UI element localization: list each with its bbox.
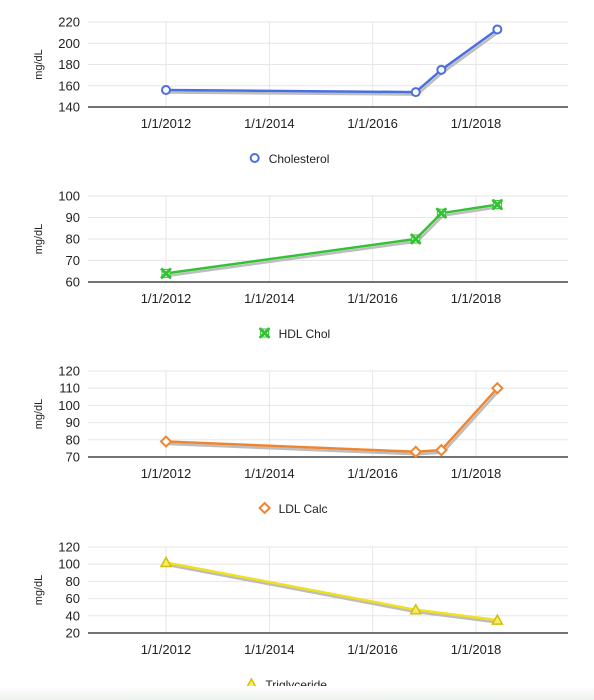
y-tick-label: 180 [58, 57, 80, 72]
y-tick-label: 70 [66, 253, 80, 268]
x-tick-label: 1/1/2014 [244, 116, 295, 131]
x-tick-label: 1/1/2014 [244, 642, 295, 657]
chart-panel-4: 20 40 60 80 100 120 1/1/2012 1/1/2014 1/1/2016 1/… [33, 540, 568, 692]
series-line [165, 203, 498, 275]
y-tick-label: 140 [58, 100, 80, 115]
legend: LDL Calc [258, 501, 328, 516]
y-tick-label: 100 [58, 398, 80, 413]
y-tick-label: 60 [66, 591, 80, 606]
y-tick-label: 80 [66, 574, 80, 589]
x-tick-label: 1/1/2016 [347, 291, 398, 306]
data-point [160, 267, 172, 279]
y-tick-label: 200 [58, 36, 80, 51]
data-point [491, 199, 503, 211]
data-point [436, 64, 447, 75]
legend: Cholesterol [249, 152, 330, 166]
data-point [161, 85, 171, 95]
x-tick-label: 1/1/2012 [141, 466, 192, 481]
legend-label: HDL Chol [279, 327, 331, 341]
series-line [165, 387, 499, 454]
legend-label: Cholesterol [269, 152, 330, 166]
y-tick-label: 220 [58, 15, 80, 30]
y-tick-label: 80 [66, 432, 80, 447]
chart-panel-1: 140 160 180 200 220 1/1/2012 1/1/2014 1/1/2016 1… [33, 15, 568, 166]
y-axis-label: mg/dL [33, 49, 45, 80]
y-tick-label: 100 [58, 189, 80, 204]
x-tick-label: 1/1/2012 [141, 116, 192, 131]
x-tick-label: 1/1/2012 [141, 642, 192, 657]
data-point [410, 233, 422, 245]
chart-panel-3: 70 80 90 100 110 120 1/1/2012 1/1/2014 1/1/2016 1… [33, 364, 568, 516]
series-line-shadow [167, 389, 500, 456]
series-line [165, 28, 499, 94]
y-axis-label: mg/dL [33, 224, 45, 255]
x-tick-label: 1/1/2012 [141, 291, 192, 306]
x-tick-label: 1/1/2018 [451, 116, 502, 131]
x-tick-label: 1/1/2018 [451, 642, 502, 657]
y-tick-label: 120 [58, 364, 80, 379]
data-point [435, 207, 447, 219]
y-tick-label: 100 [58, 557, 80, 572]
x-tick-label: 1/1/2018 [451, 291, 502, 306]
data-point [410, 87, 421, 98]
y-tick-label: 40 [66, 608, 80, 623]
series-line [165, 561, 498, 622]
y-tick-label: 110 [59, 381, 80, 396]
data-point [409, 445, 423, 459]
y-tick-label: 70 [66, 450, 80, 465]
data-point [492, 24, 503, 35]
data-point [434, 443, 448, 457]
x-tick-label: 1/1/2014 [244, 466, 295, 481]
legend-label: LDL Calc [279, 502, 328, 516]
y-tick-label: 60 [66, 275, 80, 290]
bottom-fade [0, 686, 594, 700]
data-point [159, 435, 173, 448]
data-point [409, 603, 423, 615]
data-point [159, 555, 173, 568]
y-axis-label: mg/dL [33, 575, 45, 606]
x-tick-label: 1/1/2014 [244, 291, 295, 306]
legend: HDL Chol [259, 327, 331, 341]
x-tick-label: 1/1/2016 [347, 466, 398, 481]
y-tick-label: 20 [66, 626, 80, 641]
legend-marker [249, 153, 260, 163]
chart-panel-2: 60 70 80 90 100 1/1/2012 1/1/2014 1/1/2016 1/1/2… [33, 189, 568, 341]
data-point [491, 613, 504, 625]
x-tick-label: 1/1/2016 [347, 642, 398, 657]
y-tick-label: 160 [58, 78, 80, 93]
y-tick-label: 90 [66, 415, 80, 430]
series-line-shadow [167, 30, 500, 96]
y-tick-label: 90 [66, 210, 80, 225]
y-tick-label: 120 [58, 540, 80, 555]
data-point [490, 381, 504, 395]
legend-marker [259, 327, 271, 339]
x-tick-label: 1/1/2018 [451, 466, 502, 481]
legend-marker [258, 501, 272, 515]
y-tick-label: 80 [66, 232, 80, 247]
x-tick-label: 1/1/2016 [347, 116, 398, 131]
y-axis-label: mg/dL [33, 399, 45, 430]
series-line-shadow [167, 205, 500, 278]
